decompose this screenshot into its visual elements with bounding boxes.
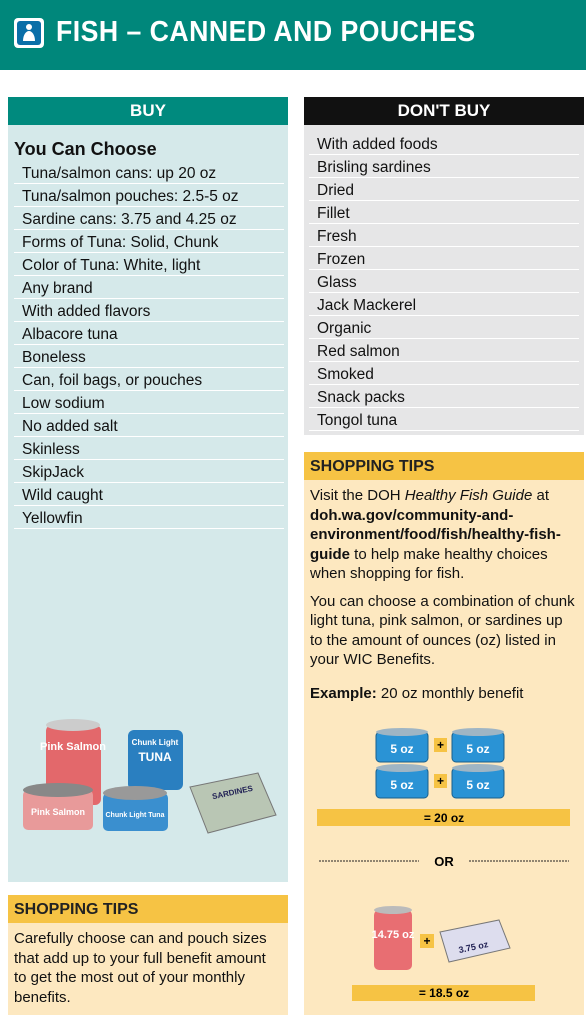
title: FISH – CANNED AND POUCHES (56, 16, 476, 48)
list-item: Fillet (309, 202, 579, 224)
subheading: You Can Choose (14, 139, 157, 159)
list-item: Organic (309, 317, 579, 339)
header: FISH – CANNED AND POUCHES (0, 0, 586, 70)
label: TUNA (138, 750, 172, 764)
or: OR (434, 854, 454, 869)
dont-buy-heading: DON'T BUY (304, 97, 584, 125)
paragraph: Example: 20 oz monthly benefit (310, 684, 578, 704)
link: doh.wa.gov/community-and-environment/foo… (310, 506, 561, 563)
label: Pink Salmon (31, 807, 85, 817)
total: = 20 oz (424, 811, 464, 825)
list-item: Glass (309, 271, 579, 293)
icon (14, 18, 44, 48)
buy-heading: BUY (8, 97, 288, 125)
can-lid (452, 728, 504, 736)
tips-heading: SHOPPING TIPS (304, 452, 584, 480)
list-item: Frozen (309, 248, 579, 270)
plus-box (434, 774, 447, 788)
can-lid (376, 728, 428, 736)
can-label: 5 oz (390, 778, 413, 792)
text: Example: (310, 684, 377, 702)
list-item: Color of Tuna: White, light (14, 254, 284, 276)
can-lid (376, 764, 428, 772)
list-item: Yellowfin (14, 507, 284, 529)
tips-box: Visit the DOH Healthy Fish Guide at doh.… (304, 480, 584, 1015)
list-item: Can, foil bags, or pouches (14, 369, 284, 391)
can-lid (452, 764, 504, 772)
list-item: Skinless (14, 438, 284, 460)
can-label: 5 oz (390, 742, 413, 756)
plus-box (434, 738, 447, 752)
list-item: Dried (309, 179, 579, 201)
list-item: Fresh (309, 225, 579, 247)
list-item: Brisling sardines (309, 156, 579, 178)
list-item: Albacore tuna (14, 323, 284, 345)
list-item: Low sodium (14, 392, 284, 414)
list-item: Wild caught (14, 484, 284, 506)
list-item: Any brand (14, 277, 284, 299)
list-item: Boneless (14, 346, 284, 368)
text: Visit the DOH (310, 487, 405, 504)
label: Chunk Light Tuna (106, 812, 165, 819)
list-item: Red salmon (309, 340, 579, 362)
dont-buy-list: With added foods Brisling sardines Dried Fi… (304, 125, 584, 435)
list-item: Tuna/salmon pouches: 2.5-5 oz (14, 185, 284, 207)
list-item: Sardine cans: 3.75 and 4.25 oz (14, 208, 284, 230)
example-diagram: = 20 oz OR 14.75 oz + 3.75 oz = 18.5 oz … (317, 728, 570, 1001)
text: 20 oz monthly benefit (376, 684, 524, 702)
list-item: Tuna/salmon cans: up 20 oz (14, 162, 284, 184)
list-item: Forms of Tuna: Solid, Chunk (14, 231, 284, 253)
list-item: Jack Mackerel (309, 294, 579, 316)
buy-list: You Can Choose Pink Salmon Pink Salmon C… (8, 125, 288, 882)
paragraph: Visit the DOH Healthy Fish Guide at doh.… (310, 486, 578, 584)
list-item: Snack packs (309, 386, 579, 408)
can-label: 5 oz (466, 778, 489, 792)
tips-text: Carefully choose can and pouch sizes tha… (8, 923, 288, 1015)
text: Healthy Fish Guide (404, 487, 533, 504)
total: = 18.5 oz (419, 986, 469, 1000)
list-item: No added salt (14, 415, 284, 437)
text: at (532, 487, 550, 504)
list-item: With added foods (309, 133, 579, 155)
product-image: Pink Salmon Pink Salmon Chunk Light TUNA… (23, 719, 277, 834)
label: Pink Salmon (40, 741, 106, 753)
plus: + (437, 774, 444, 788)
text: to help make healthy choices when shoppi… (310, 545, 548, 583)
plus: + (423, 934, 430, 948)
can-label: 14.75 oz (372, 929, 415, 941)
can-label: 5 oz (466, 742, 489, 756)
label: Chunk Light (132, 738, 179, 747)
plus: + (437, 738, 444, 752)
list-item: Tongol tuna (309, 409, 579, 431)
list-item: Smoked (309, 363, 579, 385)
paragraph: You can choose a combination of chunk li… (310, 592, 575, 669)
list-item: With added flavors (14, 300, 284, 322)
list-item: SkipJack (14, 461, 284, 483)
tips-heading: SHOPPING TIPS (8, 895, 288, 923)
